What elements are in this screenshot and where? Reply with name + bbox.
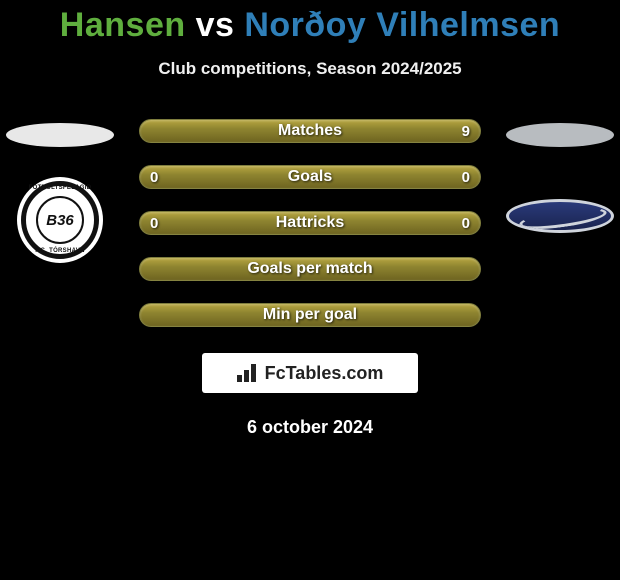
stat-label: Matches — [278, 122, 342, 140]
title-player1: Hansen — [60, 6, 186, 44]
stat-label: Hattricks — [276, 214, 344, 232]
page-title: Hansen vs Norðoy Vilhelmsen — [0, 0, 620, 45]
team2-logo — [506, 199, 614, 233]
stat-bars: Matches 9 0 Goals 0 0 Hattricks 0 Goals … — [139, 119, 481, 327]
title-player2: Norðoy Vilhelmsen — [244, 6, 560, 44]
stat-bar-hattricks: 0 Hattricks 0 — [139, 211, 481, 235]
stat-right-value: 9 — [452, 120, 480, 142]
stat-bar-min-per-goal: Min per goal — [139, 303, 481, 327]
stat-label: Min per goal — [263, 306, 357, 324]
player1-photo-placeholder — [6, 123, 114, 147]
left-column: FÓTBOLTSFELAGIÐ B36 F.C. TÓRSHAVN — [0, 119, 120, 263]
team1-logo-top-text: FÓTBOLTSFELAGIÐ — [26, 185, 94, 191]
stat-label: Goals per match — [247, 260, 372, 278]
stat-left-value: 0 — [140, 212, 168, 234]
stat-label: Goals — [288, 168, 332, 186]
stat-right-value: 0 — [452, 166, 480, 188]
stat-left-value — [140, 304, 160, 326]
subtitle: Club competitions, Season 2024/2025 — [0, 59, 620, 79]
team1-logo-bottom-text: F.C. TÓRSHAVN — [26, 248, 94, 254]
stat-left-value — [140, 258, 160, 280]
stat-right-value — [460, 258, 480, 280]
stat-left-value — [140, 120, 160, 142]
player2-photo-placeholder — [506, 123, 614, 147]
comparison-content: FÓTBOLTSFELAGIÐ B36 F.C. TÓRSHAVN Matche… — [0, 119, 620, 327]
stat-left-value: 0 — [140, 166, 168, 188]
stat-bar-goals: 0 Goals 0 — [139, 165, 481, 189]
date-label: 6 october 2024 — [0, 417, 620, 438]
brand-text: FcTables.com — [265, 363, 384, 384]
team1-logo-main-text: B36 — [36, 196, 84, 244]
title-vs: vs — [186, 6, 245, 44]
stat-right-value: 0 — [452, 212, 480, 234]
brand-badge[interactable]: FcTables.com — [202, 353, 418, 393]
stat-bar-goals-per-match: Goals per match — [139, 257, 481, 281]
team1-logo: FÓTBOLTSFELAGIÐ B36 F.C. TÓRSHAVN — [17, 177, 103, 263]
stat-bar-matches: Matches 9 — [139, 119, 481, 143]
stat-right-value — [460, 304, 480, 326]
right-column — [500, 119, 620, 233]
bar-chart-icon — [237, 364, 259, 382]
